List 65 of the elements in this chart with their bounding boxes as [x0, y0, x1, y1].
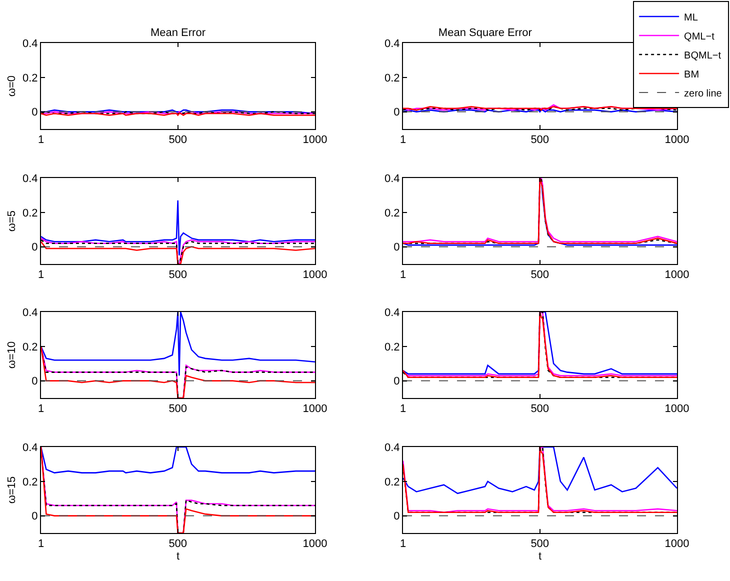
y-axis-title: ω=5	[6, 210, 18, 232]
y-tick-label: 0.2	[22, 476, 38, 488]
y-axis-title: ω=10	[6, 342, 18, 369]
x-tick-label: 500	[168, 538, 188, 550]
x-tick-label: 1	[400, 134, 406, 146]
y-tick-label: 0.2	[384, 72, 400, 84]
y-tick-label: 0.4	[384, 38, 400, 50]
x-tick-label: 1000	[664, 268, 690, 281]
y-tick-label: 0.4	[384, 172, 400, 185]
y-tick-label: 0.2	[22, 342, 38, 354]
line-series	[41, 199, 315, 256]
x-tick-label: 500	[168, 268, 188, 281]
x-tick-label: 1	[400, 404, 406, 416]
y-tick-label: 0	[32, 376, 38, 388]
y-axis-title: ω=0	[6, 75, 18, 97]
x-tick-label: 1000	[664, 538, 690, 550]
x-tick-label: 1000	[302, 134, 328, 146]
y-tick-label: 0.2	[384, 206, 400, 219]
x-tick-label: 500	[168, 404, 188, 416]
x-tick-label: 1	[38, 538, 44, 550]
y-tick-label: 0	[32, 106, 38, 119]
y-tick-label: 0	[394, 376, 400, 388]
legend-label: BM	[684, 69, 700, 80]
legend-label: QML−t	[684, 31, 715, 42]
x-tick-label: 500	[168, 134, 188, 146]
x-tick-label: 1000	[664, 404, 690, 416]
x-tick-label: 1	[38, 134, 44, 146]
x-tick-label: 500	[530, 538, 550, 550]
y-tick-label: 0.4	[22, 307, 38, 320]
x-axis-title: t	[538, 550, 542, 562]
x-tick-label: 500	[530, 404, 550, 416]
y-tick-label: 0.2	[22, 72, 38, 84]
legend-label: zero line	[684, 88, 722, 100]
y-tick-label: 0.4	[384, 307, 400, 320]
x-axis-title: t	[176, 550, 180, 562]
x-tick-label: 500	[530, 268, 550, 281]
legend-label: ML	[684, 12, 698, 24]
x-tick-label: 1	[400, 268, 406, 281]
y-tick-label: 0.4	[22, 442, 38, 454]
y-tick-label: 0.2	[22, 206, 38, 219]
y-tick-label: 0	[394, 241, 400, 254]
y-tick-label: 0	[32, 241, 38, 254]
line-series	[41, 312, 315, 377]
y-tick-label: 0.4	[384, 442, 400, 454]
x-tick-label: 1	[400, 538, 406, 550]
x-tick-label: 1000	[302, 538, 328, 550]
y-tick-label: 0.2	[384, 342, 400, 354]
y-tick-label: 0	[394, 510, 400, 523]
y-axis-title: ω=15	[6, 476, 18, 504]
chart-title: Mean Square Error	[438, 27, 532, 39]
y-tick-label: 0.4	[22, 172, 38, 185]
x-tick-label: 500	[530, 134, 550, 146]
y-tick-label: 0.2	[384, 476, 400, 488]
y-tick-label: 0	[394, 106, 400, 119]
x-tick-label: 1000	[302, 268, 328, 281]
x-tick-label: 1000	[302, 404, 328, 416]
chart-title: Mean Error	[150, 27, 206, 39]
y-tick-label: 0	[32, 510, 38, 523]
line-series	[403, 447, 677, 494]
legend-label: BQML−t	[684, 50, 722, 62]
y-tick-label: 0.4	[22, 38, 38, 50]
x-tick-label: 1	[38, 268, 44, 281]
x-tick-label: 1000	[664, 134, 690, 146]
line-series	[41, 447, 315, 474]
x-tick-label: 1	[38, 404, 44, 416]
